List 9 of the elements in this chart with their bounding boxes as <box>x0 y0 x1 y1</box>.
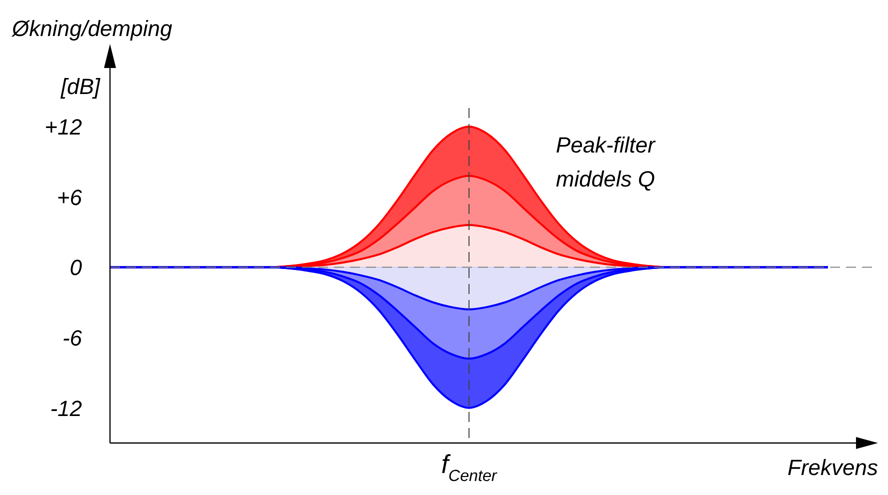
y-tick-label: 0 <box>70 255 83 280</box>
y-tick-label: -12 <box>50 396 82 421</box>
text: [dB] <box>60 74 101 99</box>
y-tick-label: +12 <box>44 114 82 140</box>
y-axis-title: Økning/demping <box>11 16 173 41</box>
y-tick-label: +6 <box>56 184 83 210</box>
y-tick-label: -6 <box>62 325 83 350</box>
annotation: Peak-filter middels Q <box>556 132 657 192</box>
x-axis-title: Frekvens <box>788 455 878 480</box>
